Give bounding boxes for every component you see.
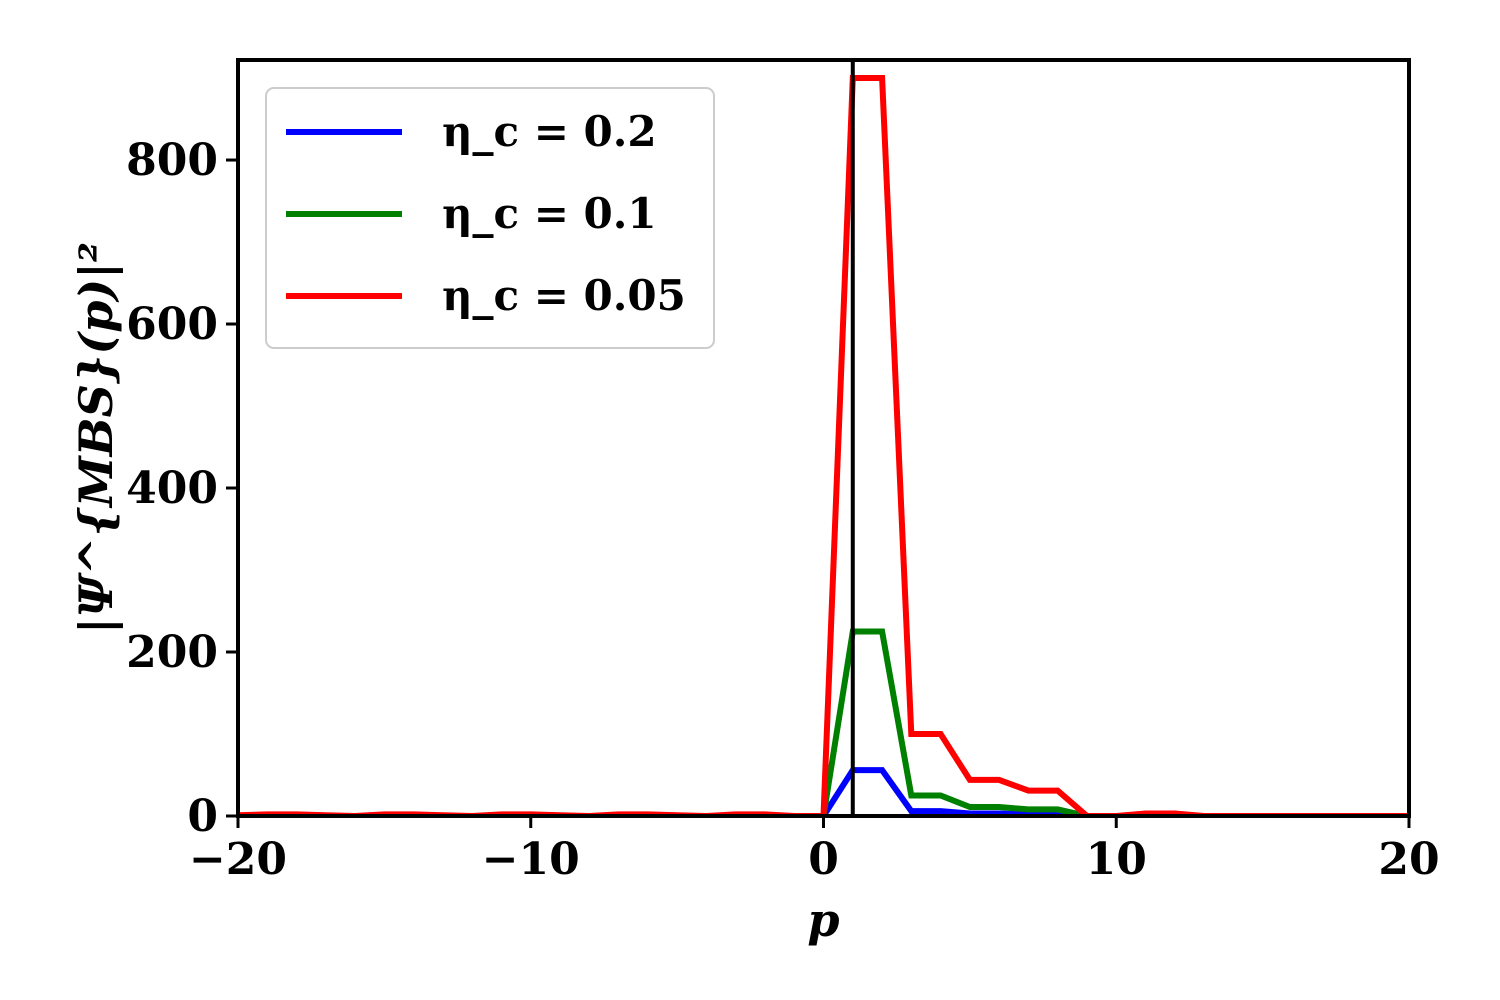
legend-label-2: η_c = 0.1 — [442, 189, 657, 238]
legend-label-3: η_c = 0.05 — [442, 271, 686, 320]
x-tick-label: 20 — [1378, 834, 1439, 885]
y-axis-label: |Ψ^{MBS}(p)|² — [69, 242, 123, 634]
x-tick-label: −20 — [189, 834, 287, 885]
y-tick-label: 0 — [187, 791, 218, 842]
legend-box — [265, 87, 715, 349]
legend-label-1: η_c = 0.2 — [442, 107, 657, 156]
x-tick-label: 10 — [1086, 834, 1147, 885]
x-tick-label: −10 — [482, 834, 580, 885]
y-tick-label: 600 — [126, 299, 218, 350]
x-axis-label: p — [807, 893, 839, 947]
x-tick-label: 0 — [808, 834, 839, 885]
y-tick-label: 800 — [126, 135, 218, 186]
legend: η_c = 0.2 η_c = 0.1 η_c = 0.05 — [265, 87, 715, 349]
y-tick-label: 400 — [126, 463, 218, 514]
y-tick-label: 200 — [126, 627, 218, 678]
